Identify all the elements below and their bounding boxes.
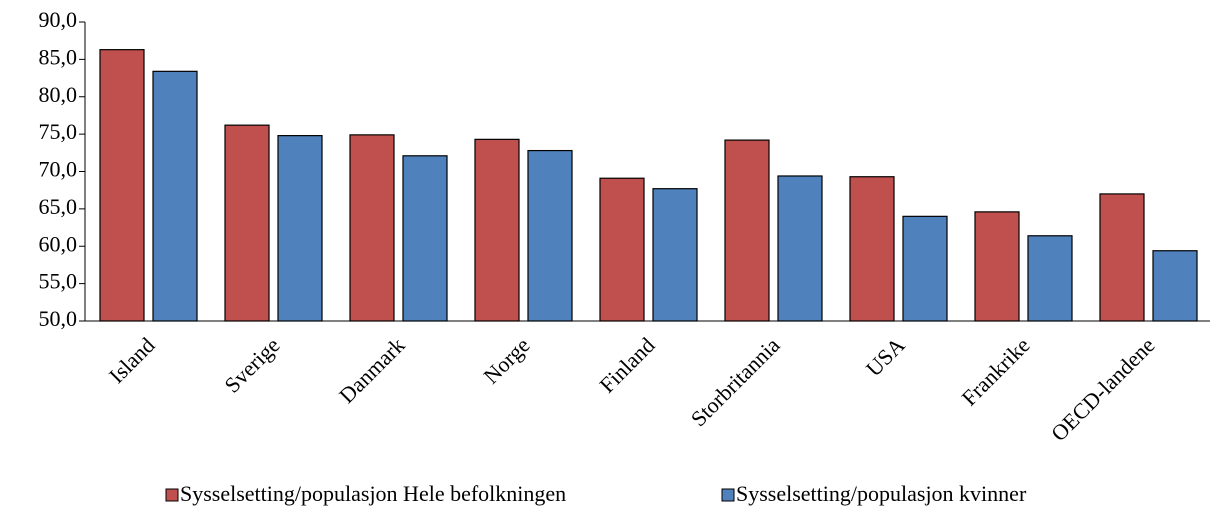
x-tick-label: Danmark: [334, 332, 410, 408]
y-tick-label: 50,0: [39, 306, 78, 331]
bar: [402, 155, 448, 322]
bar: [224, 124, 270, 322]
x-tick-label: Storbritannia: [686, 332, 785, 431]
bar: [99, 49, 145, 322]
y-tick-label: 85,0: [39, 44, 78, 69]
bar: [652, 188, 698, 322]
bar: [777, 175, 823, 322]
y-tick-label: 65,0: [39, 194, 78, 219]
y-tick-label: 75,0: [39, 119, 78, 144]
bar: [474, 138, 520, 322]
y-tick-label: 90,0: [39, 7, 78, 32]
legend-label: Sysselsetting/populasjon kvinner: [736, 481, 1027, 506]
bar: [1099, 193, 1145, 322]
x-tick-label: OECD-landene: [1046, 332, 1160, 446]
bar: [1152, 250, 1198, 322]
legend-label: Sysselsetting/populasjon Hele befolkning…: [180, 481, 566, 506]
bar: [152, 70, 198, 322]
y-tick-label: 70,0: [39, 157, 78, 182]
x-tick-label: Sverige: [219, 332, 284, 397]
y-tick-label: 60,0: [39, 231, 78, 256]
bar: [1027, 235, 1073, 322]
bar: [277, 135, 323, 322]
y-tick-label: 55,0: [39, 269, 78, 294]
bar: [849, 176, 895, 322]
x-tick-label: USA: [861, 332, 910, 381]
bar: [974, 211, 1020, 322]
legend-swatch: [165, 488, 179, 502]
bar: [902, 215, 948, 322]
legend-swatch: [721, 488, 735, 502]
x-tick-label: Frankrike: [956, 332, 1034, 410]
x-tick-label: Finland: [594, 332, 659, 397]
bar: [349, 134, 395, 322]
bar: [527, 149, 573, 322]
x-tick-label: Island: [104, 332, 160, 388]
bar: [724, 139, 770, 322]
bar: [599, 177, 645, 322]
y-tick-label: 80,0: [39, 82, 78, 107]
x-tick-label: Norge: [478, 332, 534, 388]
